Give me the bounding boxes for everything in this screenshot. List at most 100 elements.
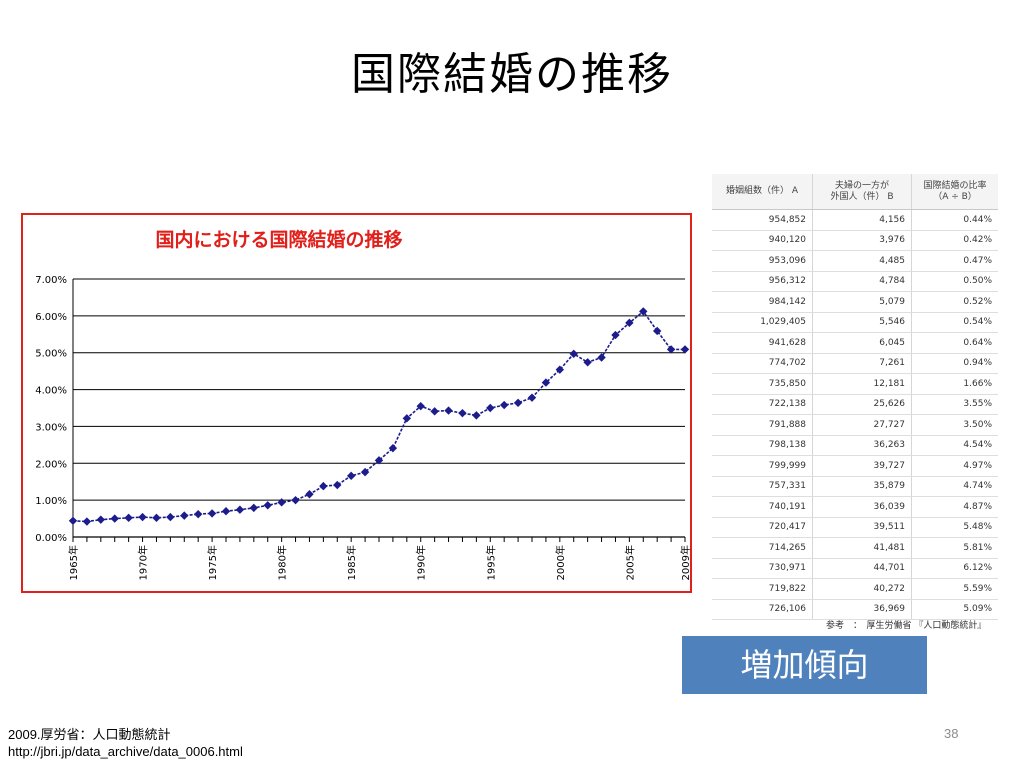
table-row: 735,850 12,181 1.66% — [712, 373, 998, 395]
cell-total: 791,888 — [712, 414, 813, 436]
cell-total: 726,106 — [712, 599, 813, 620]
data-point — [152, 513, 161, 523]
x-tick-label: 2005年 — [623, 545, 636, 580]
x-tick-label: 1990年 — [415, 545, 428, 580]
cell-total: 719,822 — [712, 578, 813, 600]
cell-total: 757,331 — [712, 476, 813, 497]
cell-ratio: 0.44% — [911, 209, 998, 231]
table-row: 941,628 6,045 0.64% — [712, 332, 998, 354]
y-tick-label: 4.00% — [35, 386, 67, 397]
x-tick-label: 1975年 — [206, 545, 219, 580]
cell-foreign: 4,784 — [812, 271, 912, 292]
table-header-row: 婚姻組数（件） A 夫婦の一方が 外国人（件） B 国際結婚の比率 （A ÷ B… — [712, 174, 998, 210]
col-header-foreign: 夫婦の一方が 外国人（件） B — [812, 174, 912, 210]
data-point — [346, 471, 356, 481]
data-point — [96, 515, 106, 524]
series-line — [68, 307, 690, 526]
cell-ratio: 3.55% — [911, 394, 998, 415]
data-point — [652, 326, 662, 336]
table-row: 774,702 7,261 0.94% — [712, 353, 998, 374]
data-point — [513, 398, 523, 408]
data-point — [374, 456, 384, 465]
y-tick-label: 6.00% — [35, 312, 67, 323]
cell-foreign: 3,976 — [812, 230, 912, 251]
table-row: 1,029,405 5,546 0.54% — [712, 312, 998, 333]
cell-foreign: 5,546 — [812, 312, 912, 333]
y-tick-label: 1.00% — [35, 496, 67, 507]
cell-foreign: 36,039 — [812, 496, 912, 518]
data-point — [68, 516, 78, 525]
cell-total: 940,120 — [712, 230, 813, 251]
x-tick-label: 2009年 — [679, 545, 690, 580]
data-point — [458, 408, 467, 418]
cell-ratio: 5.59% — [911, 578, 998, 600]
x-axis: 1965年 1970年 1975年 1980年 1985年 1990年 1995年 2000年… — [67, 279, 690, 580]
data-point — [486, 403, 495, 413]
table-row: 953,096 4,485 0.47% — [712, 250, 998, 272]
x-tick-label: 1970年 — [137, 545, 150, 580]
data-point — [319, 481, 328, 491]
cell-ratio: 5.81% — [911, 537, 998, 559]
cell-foreign: 40,272 — [812, 578, 912, 600]
cell-foreign: 12,181 — [812, 373, 912, 395]
source-line: 2009.厚労省：人口動態統計 — [8, 727, 171, 742]
cell-ratio: 0.42% — [911, 230, 998, 251]
table-row: 791,888 27,727 3.50% — [712, 414, 998, 436]
cell-total: 1,029,405 — [712, 312, 813, 333]
table-row: 798,138 36,263 4.54% — [712, 435, 998, 456]
data-point — [221, 507, 231, 516]
y-tick-label: 0.00% — [35, 533, 67, 544]
data-point — [639, 307, 648, 316]
cell-ratio: 0.47% — [911, 250, 998, 272]
data-point — [430, 407, 439, 416]
data-point — [360, 467, 370, 477]
cell-foreign: 6,045 — [812, 332, 912, 354]
data-point — [291, 495, 300, 505]
cell-total: 740,191 — [712, 496, 813, 518]
data-point — [402, 414, 412, 423]
chart-frame: 国内における国際結婚の推移 0.00% 1.00% 2.00% 3.00% 4.00% 5… — [21, 213, 692, 593]
table-source-note: 参考 ： 厚生労働省 『人口動態統計』 — [826, 621, 987, 631]
data-point — [555, 365, 565, 374]
cell-ratio: 0.94% — [911, 353, 998, 374]
col-header-total: 婚姻組数（件） A — [712, 174, 813, 210]
y-axis-ticks: 0.00% 1.00% 2.00% 3.00% 4.00% 5.00% 6.00% 7.00% — [35, 275, 67, 544]
cell-total: 714,265 — [712, 537, 813, 559]
x-tick-label: 1980年 — [276, 545, 289, 580]
data-point — [235, 505, 245, 514]
cell-total: 941,628 — [712, 332, 813, 354]
cell-foreign: 39,511 — [812, 517, 912, 538]
cell-ratio: 4.97% — [911, 455, 998, 477]
data-point — [193, 509, 203, 519]
data-point — [277, 498, 286, 507]
data-point — [569, 349, 578, 359]
cell-ratio: 4.87% — [911, 496, 998, 518]
table-row: 956,312 4,784 0.50% — [712, 271, 998, 292]
cell-total: 956,312 — [712, 271, 813, 292]
cell-total: 730,971 — [712, 558, 813, 579]
cell-ratio: 0.50% — [911, 271, 998, 292]
chart-gridlines — [73, 278, 685, 538]
table-row: 940,120 3,976 0.42% — [712, 230, 998, 251]
table-row: 984,142 5,079 0.52% — [712, 291, 998, 313]
cell-foreign: 36,969 — [812, 599, 912, 620]
table-row: 757,331 35,879 4.74% — [712, 476, 998, 497]
cell-foreign: 4,156 — [812, 209, 912, 231]
data-point — [82, 517, 92, 526]
source-url: http://jbri.jp/data_archive/data_0006.ht… — [8, 744, 243, 759]
data-point — [207, 509, 217, 518]
table-row: 730,971 44,701 6.12% — [712, 558, 998, 579]
data-point — [625, 318, 634, 328]
cell-foreign: 44,701 — [812, 558, 912, 579]
data-point — [680, 345, 690, 354]
cell-total: 954,852 — [712, 209, 813, 231]
cell-foreign: 35,879 — [812, 476, 912, 497]
data-point — [333, 480, 342, 490]
cell-total: 774,702 — [712, 353, 813, 374]
marriage-data-table: 婚姻組数（件） A 夫婦の一方が 外国人（件） B 国際結婚の比率 （A ÷ B… — [712, 174, 998, 620]
x-tick-label: 1985年 — [345, 545, 358, 580]
line-chart: 国内における国際結婚の推移 0.00% 1.00% 2.00% 3.00% 4.00% 5… — [35, 228, 690, 580]
cell-total: 984,142 — [712, 291, 813, 313]
cell-total: 720,417 — [712, 517, 813, 538]
data-point — [527, 393, 537, 402]
